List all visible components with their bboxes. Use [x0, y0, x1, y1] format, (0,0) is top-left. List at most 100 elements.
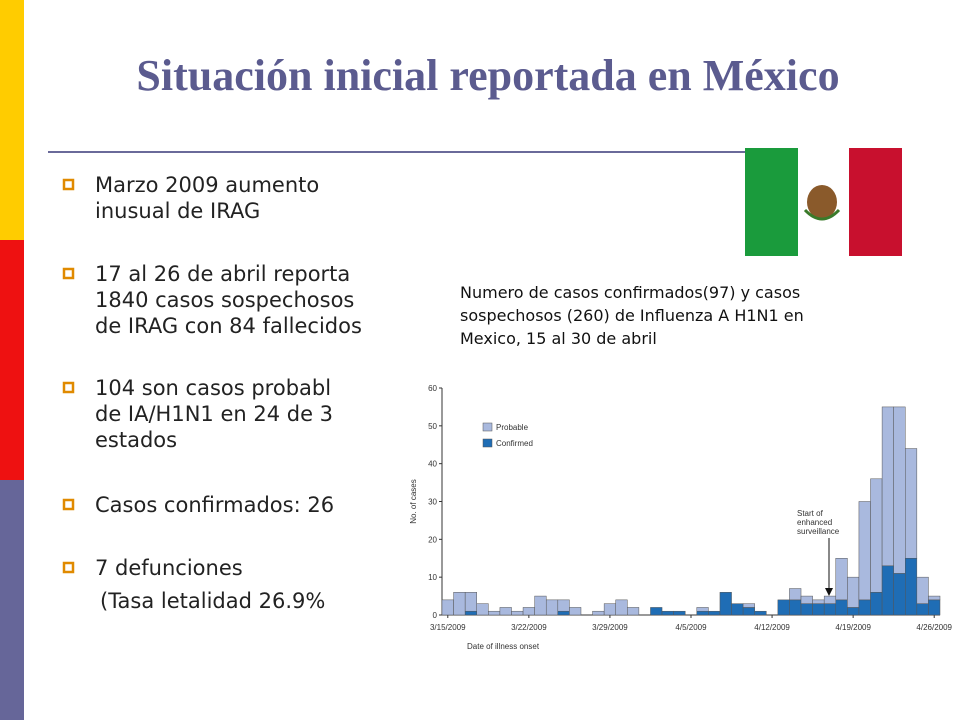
bullet-text: (Tasa letalidad 26.9% — [100, 589, 325, 613]
bar — [881, 565, 894, 616]
bar — [650, 607, 663, 616]
bullet-text: 1840 casos sospechosos — [95, 288, 354, 312]
legend-label: Probable — [496, 423, 529, 432]
annotation: enhanced — [797, 518, 832, 527]
bullet-icon — [62, 178, 75, 191]
caption: Mexico, 15 al 30 de abril — [460, 329, 657, 348]
bar — [511, 610, 524, 616]
bar — [800, 603, 813, 616]
bar — [928, 599, 941, 616]
annotation: surveillance — [797, 527, 840, 536]
y-tick-label: 0 — [433, 611, 438, 620]
bar — [534, 595, 547, 616]
bar — [615, 599, 628, 616]
bar — [603, 603, 616, 616]
bullet-text: 104 son casos probabl — [95, 376, 331, 400]
caption: Numero de casos confirmados(97) y casos — [460, 283, 800, 302]
bullet-text: estados — [95, 428, 177, 452]
bullet-icon — [62, 498, 75, 511]
bar — [916, 576, 929, 604]
annotation: Start of — [797, 509, 824, 518]
bar — [592, 610, 605, 616]
bar — [847, 607, 860, 616]
x-axis-label: Date of illness onset — [467, 642, 540, 651]
y-axis-label: No. of cases — [409, 479, 418, 523]
bar — [742, 603, 755, 608]
x-tick-label: 4/26/2009 — [916, 623, 952, 632]
bar — [742, 607, 755, 616]
bar — [789, 588, 802, 601]
bar — [708, 610, 721, 616]
stripe — [0, 0, 24, 240]
y-tick-label: 20 — [428, 535, 437, 544]
bullet-text: inusual de IRAG — [95, 199, 260, 223]
bar — [719, 592, 732, 616]
y-tick-label: 10 — [428, 573, 437, 582]
bar — [557, 599, 570, 612]
legend-swatch — [482, 438, 493, 448]
bar — [870, 478, 883, 593]
bar — [916, 603, 929, 616]
x-tick-label: 3/15/2009 — [430, 623, 466, 632]
bar — [499, 607, 512, 616]
bar — [812, 599, 825, 604]
bar — [627, 607, 640, 616]
bullet-text: Marzo 2009 aumento — [95, 173, 319, 197]
y-tick-label: 60 — [428, 384, 437, 393]
x-tick-label: 4/5/2009 — [675, 623, 707, 632]
bar — [858, 599, 871, 616]
stripe — [0, 480, 24, 720]
bar — [928, 595, 941, 601]
bar — [777, 599, 790, 616]
x-tick-label: 3/29/2009 — [592, 623, 628, 632]
bullet-icon — [62, 267, 75, 280]
x-tick-label: 4/19/2009 — [835, 623, 871, 632]
bar — [464, 592, 477, 612]
y-tick-label: 50 — [428, 422, 437, 431]
bullet-text: Casos confirmados: 26 — [95, 493, 334, 517]
bar — [441, 599, 454, 616]
bar — [557, 610, 570, 616]
bar — [812, 603, 825, 616]
bar — [754, 610, 767, 616]
legend-label: Confirmed — [496, 439, 533, 448]
bullet-text: de IA/H1N1 en 24 de 3 — [95, 402, 333, 426]
x-tick-label: 4/12/2009 — [754, 623, 790, 632]
bar — [569, 607, 582, 616]
bar — [522, 607, 535, 616]
bar — [476, 603, 489, 616]
bar — [823, 603, 837, 616]
caption: sospechosos (260) de Influenza A H1N1 en — [460, 306, 804, 325]
bar — [464, 610, 477, 616]
bar — [800, 595, 813, 604]
bar — [881, 406, 894, 567]
bar — [789, 599, 802, 616]
bar — [731, 603, 744, 616]
bar — [905, 558, 918, 616]
bullet-text: de IRAG con 84 fallecidos — [95, 314, 362, 338]
bar — [673, 610, 686, 616]
bar — [905, 448, 918, 559]
bar — [847, 576, 860, 608]
annotation-arrowhead — [825, 588, 833, 596]
bar — [870, 592, 883, 616]
slide-title: Situación inicial reportada en México — [136, 51, 839, 100]
bar — [893, 573, 906, 616]
bullet-icon — [62, 381, 75, 394]
y-tick-label: 30 — [428, 498, 437, 507]
bar — [835, 599, 848, 616]
flag — [745, 148, 902, 256]
bullet-text: 7 defunciones — [95, 556, 243, 580]
y-tick-label: 40 — [428, 460, 437, 469]
x-tick-label: 3/22/2009 — [511, 623, 547, 632]
bar — [661, 610, 674, 616]
bar — [453, 592, 466, 616]
bar — [858, 501, 871, 601]
bar — [696, 607, 709, 612]
bar — [893, 406, 906, 574]
bar — [835, 558, 848, 601]
bar — [696, 610, 709, 616]
stripe — [0, 240, 24, 480]
bar — [823, 595, 837, 604]
